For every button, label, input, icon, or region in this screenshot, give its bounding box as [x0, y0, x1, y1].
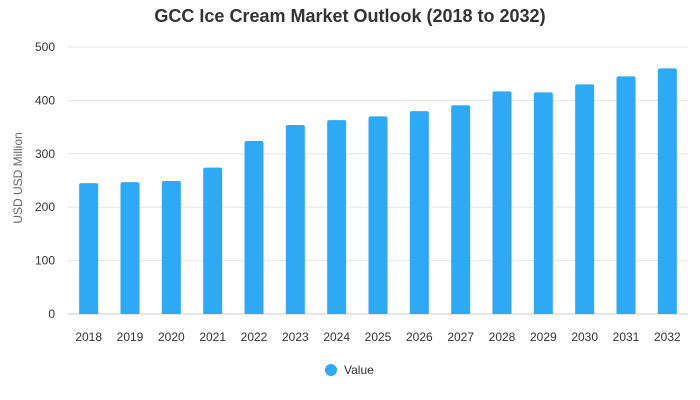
x-tick-label: 2018 — [75, 330, 102, 344]
x-tick-label: 2023 — [282, 330, 309, 344]
bar[interactable] — [161, 181, 181, 314]
x-tick-label: 2025 — [365, 330, 392, 344]
x-tick-label: 2031 — [613, 330, 640, 344]
y-tick-label: 500 — [35, 40, 55, 54]
x-tick-label: 2024 — [323, 330, 350, 344]
x-axis-ticks: 2018 2019 2020 2021 2022 2023 2024 2025 2026 2027… — [75, 330, 681, 344]
x-tick-label: 2029 — [530, 330, 557, 344]
bar[interactable] — [203, 167, 223, 314]
y-tick-label: 200 — [35, 200, 55, 214]
x-tick-label: 2032 — [654, 330, 681, 344]
bar[interactable] — [368, 116, 388, 314]
bar[interactable] — [327, 120, 347, 315]
bar[interactable] — [409, 111, 429, 314]
bar[interactable] — [79, 183, 99, 314]
bar[interactable] — [616, 76, 636, 315]
legend[interactable]: Value — [325, 363, 374, 377]
y-tick-label: 300 — [35, 147, 55, 161]
x-tick-label: 2028 — [489, 330, 516, 344]
bar[interactable] — [244, 140, 264, 314]
x-tick-label: 2026 — [406, 330, 433, 344]
bar[interactable] — [657, 68, 677, 314]
x-tick-label: 2027 — [447, 330, 474, 344]
bars — [79, 68, 677, 315]
y-tick-label: 0 — [48, 307, 55, 321]
bar[interactable] — [575, 84, 595, 314]
bar[interactable] — [120, 182, 140, 314]
x-tick-label: 2030 — [571, 330, 598, 344]
legend-marker — [325, 364, 337, 376]
bar[interactable] — [451, 105, 471, 315]
x-tick-label: 2021 — [199, 330, 226, 344]
y-axis-label: USD USD Million — [11, 132, 25, 223]
legend-label: Value — [344, 363, 374, 377]
bar[interactable] — [492, 91, 512, 315]
bar[interactable] — [533, 92, 553, 314]
x-tick-label: 2022 — [241, 330, 268, 344]
bar[interactable] — [285, 124, 305, 315]
x-tick-label: 2020 — [158, 330, 185, 344]
y-tick-label: 100 — [35, 254, 55, 268]
chart-title: GCC Ice Cream Market Outlook (2018 to 20… — [154, 6, 546, 26]
y-axis-ticks: 0 100 200 300 400 500 — [35, 40, 55, 321]
y-tick-label: 400 — [35, 93, 55, 107]
x-tick-label: 2019 — [117, 330, 144, 344]
